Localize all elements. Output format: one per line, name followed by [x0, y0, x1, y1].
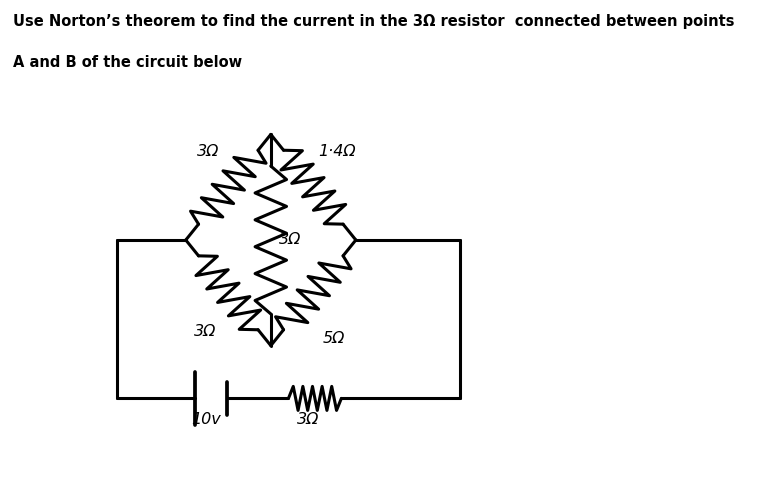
Text: Use Norton’s theorem to find the current in the 3Ω resistor  connected between p: Use Norton’s theorem to find the current… [12, 14, 734, 29]
Text: 3Ω: 3Ω [279, 232, 301, 248]
Text: 3Ω: 3Ω [297, 412, 319, 428]
Text: 3Ω: 3Ω [197, 144, 219, 159]
Text: 5Ω: 5Ω [323, 331, 345, 346]
Text: 1·4Ω: 1·4Ω [318, 144, 356, 159]
Text: 10v: 10v [192, 412, 221, 428]
Text: A and B of the circuit below: A and B of the circuit below [12, 55, 242, 70]
Text: 3Ω: 3Ω [194, 324, 216, 339]
